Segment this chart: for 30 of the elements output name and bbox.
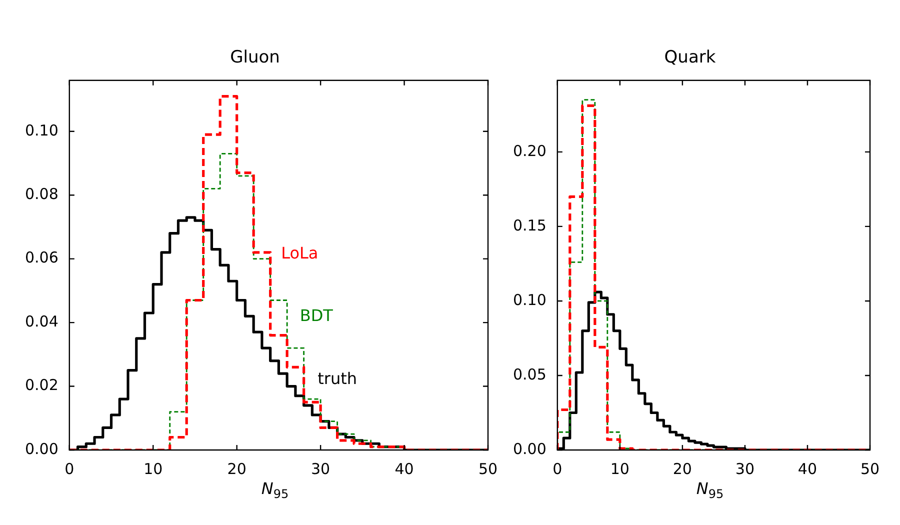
x-axis-title: N$_{95}$ (696, 479, 724, 502)
series-label: truth (318, 368, 358, 388)
x-tick-label: 10 (144, 460, 163, 478)
y-tick-label: 0.15 (512, 216, 546, 234)
x-tick-label: 0 (552, 460, 562, 478)
x-tick-label: 20 (672, 460, 692, 478)
y-tick-label: 0.02 (24, 376, 58, 394)
series-label: BDT (300, 306, 334, 326)
chart-title: Quark (664, 48, 716, 68)
x-tick-label: 40 (394, 460, 414, 478)
x-tick-label: 20 (227, 460, 246, 478)
chart-title: Gluon (230, 48, 280, 68)
y-tick-label: 0.10 (512, 290, 546, 309)
y-tick-label: 0.00 (24, 440, 58, 458)
x-axis-title: N$_{95}$ (261, 479, 289, 502)
series-label: LoLa (281, 243, 318, 262)
x-tick-label: 10 (610, 460, 630, 478)
x-tick-label: 50 (478, 460, 498, 478)
x-tick-label: 0 (64, 460, 74, 478)
x-tick-label: 40 (798, 460, 818, 478)
y-tick-label: 0.00 (512, 440, 546, 458)
y-tick-label: 0.06 (24, 248, 58, 267)
y-tick-label: 0.08 (24, 184, 58, 203)
x-tick-label: 50 (860, 460, 880, 478)
y-tick-label: 0.05 (512, 365, 546, 384)
y-tick-label: 0.04 (24, 312, 58, 330)
x-tick-label: 30 (735, 460, 755, 478)
y-tick-label: 0.10 (24, 121, 58, 140)
y-tick-label: 0.20 (512, 142, 546, 160)
x-tick-label: 30 (311, 460, 330, 478)
